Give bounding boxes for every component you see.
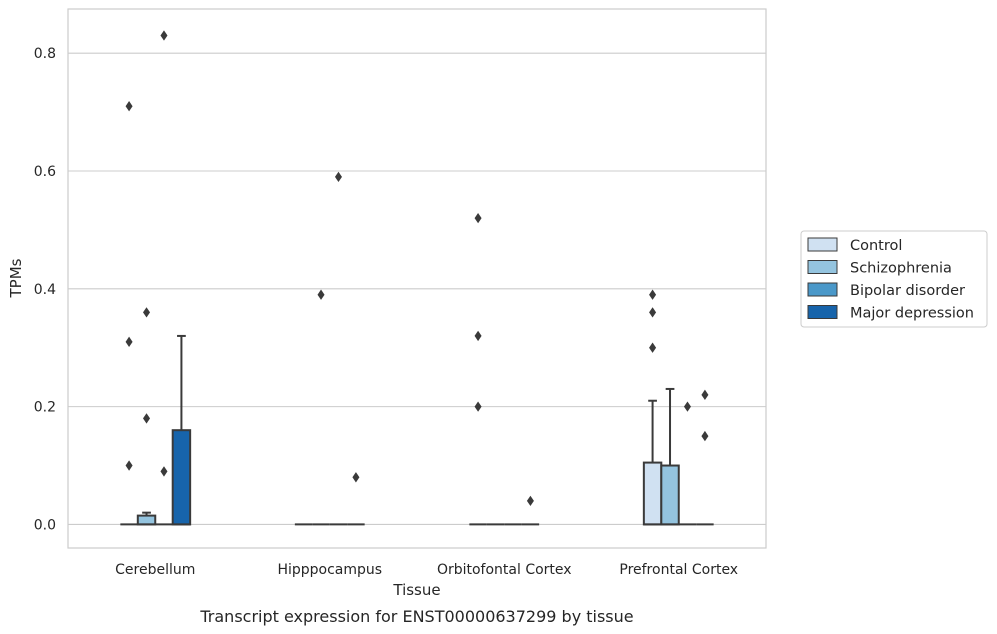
outlier-point xyxy=(474,330,482,342)
outlier-point xyxy=(649,307,657,318)
outlier-point xyxy=(317,289,325,300)
box-iqr xyxy=(660,464,680,526)
box-major-depression xyxy=(696,389,714,526)
box-major-depression xyxy=(171,334,192,526)
y-axis-label: TPMs xyxy=(7,258,25,298)
legend-swatch xyxy=(807,305,838,319)
outlier-point xyxy=(474,212,482,224)
outlier-point xyxy=(352,472,360,483)
box-iqr xyxy=(171,429,192,526)
box-iqr xyxy=(136,514,157,526)
outlier-point xyxy=(125,336,133,348)
y-tick-label: 0.6 xyxy=(34,164,56,180)
legend-swatch xyxy=(807,237,838,252)
outlier-point xyxy=(143,413,151,424)
x-axis-ticks: Cerebellum Hipppocampus Orbitofontal Corte… xyxy=(115,562,738,578)
outlier-point xyxy=(701,389,709,401)
box-major-depression xyxy=(521,495,540,526)
x-tick-label: Hipppocampus xyxy=(277,562,382,578)
outlier-point xyxy=(334,171,342,183)
box-bipolar-disorder xyxy=(678,401,697,526)
x-tick-label: Orbitofontal Cortex xyxy=(437,562,572,578)
legend-label: Major depression xyxy=(850,306,974,322)
legend-label: Schizophrenia xyxy=(850,261,952,277)
x-axis-label: Tissue xyxy=(392,581,440,599)
y-tick-label: 0.0 xyxy=(34,517,56,533)
legend-items: Control Schizophrenia Bipolar disorder Majo… xyxy=(807,237,974,322)
outlier-point xyxy=(125,101,133,112)
box-schizophrenia xyxy=(660,387,680,526)
outlier-point xyxy=(526,495,534,507)
box-marks xyxy=(120,30,714,526)
plot-area-frame xyxy=(67,8,767,549)
box-schizophrenia xyxy=(136,307,157,526)
outlier-point xyxy=(701,430,709,442)
y-tick-label: 0.8 xyxy=(34,46,56,62)
chart-caption: Transcript expression for ENST0000063729… xyxy=(199,607,633,626)
outlier-point xyxy=(160,30,168,41)
box-control xyxy=(120,101,138,526)
legend-frame xyxy=(800,230,988,328)
outlier-point xyxy=(125,460,133,471)
legend-label: Bipolar disorder xyxy=(850,283,965,299)
legend-swatch xyxy=(807,260,838,274)
box-bipolar-disorder xyxy=(155,30,173,526)
box-control xyxy=(469,212,487,526)
outlier-point xyxy=(649,342,657,353)
outlier-point xyxy=(160,466,168,477)
y-axis-ticks: 0.0 0.2 0.4 0.6 0.8 xyxy=(34,46,56,533)
x-tick-label: Cerebellum xyxy=(115,562,195,578)
legend-swatch xyxy=(807,282,838,297)
outlier-point xyxy=(143,307,151,318)
y-tick-label: 0.4 xyxy=(34,282,56,298)
box-schizophrenia xyxy=(312,289,330,526)
x-tick-label: Prefrontal Cortex xyxy=(619,562,738,578)
box-bipolar-disorder xyxy=(329,171,348,526)
outlier-point xyxy=(474,401,482,412)
legend-label: Control xyxy=(850,238,902,254)
box-iqr xyxy=(642,461,663,526)
legend: Control Schizophrenia Bipolar disorder Majo… xyxy=(800,230,988,328)
outlier-point xyxy=(649,289,657,300)
outlier-point xyxy=(683,401,691,412)
y-tick-label: 0.2 xyxy=(34,400,56,416)
box-major-depression xyxy=(347,472,365,526)
